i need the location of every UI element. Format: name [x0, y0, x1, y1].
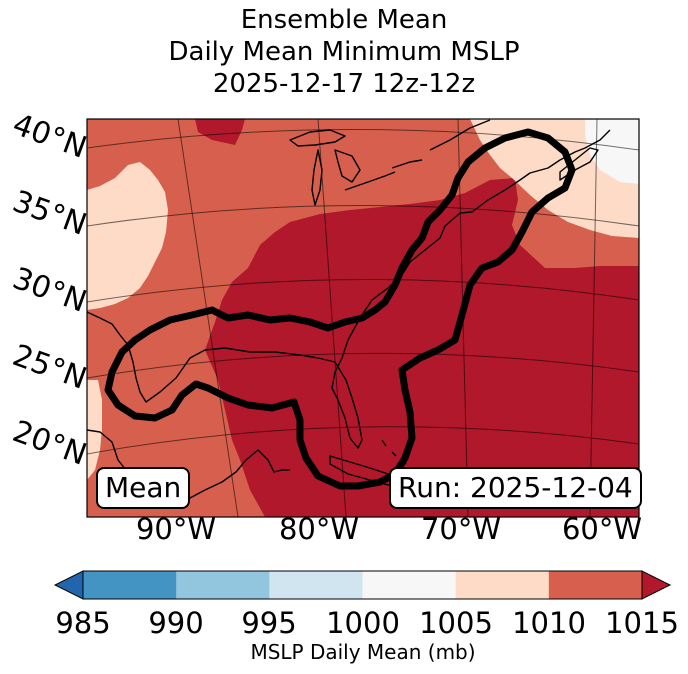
colorbar-segment-1005-1010: [455, 571, 550, 599]
colorbar-tick-985: 985: [55, 606, 111, 640]
colorbar-segment-1010-1015: [548, 571, 643, 599]
colorbar-tick-995: 995: [241, 606, 297, 640]
lon-label-80w: 80°W: [278, 512, 360, 546]
colorbar-segment-985-990: [83, 571, 177, 599]
run-date-badge: Run: 2025-12-04: [389, 467, 642, 509]
map-frame: [86, 118, 640, 518]
colorbar-segment-990-995: [176, 571, 270, 599]
coastline-great-lakes-michigan: [311, 149, 323, 206]
meridian-80w: [317, 119, 347, 517]
colorbar-tick-990: 990: [148, 606, 204, 640]
mslp-field-over-1015-corner: [195, 119, 245, 145]
title-line-1: Ensemble Mean: [240, 5, 448, 35]
colorbar-label: MSLP Daily Mean (mb): [250, 640, 476, 664]
parallel-20n: [87, 426, 639, 455]
meridian-90w: [177, 119, 239, 517]
mslp-contour-line: [104, 128, 576, 490]
coastline-gulf-atlantic: [87, 129, 611, 449]
colorbar-tick-1000: 1000: [326, 606, 400, 640]
coastlines: [87, 119, 611, 506]
parallel-25n: [87, 352, 639, 379]
colorbar-tick-1015: 1015: [605, 606, 679, 640]
colorbar-tick-1005: 1005: [419, 606, 493, 640]
coastline-great-lakes-huron: [334, 149, 361, 183]
mean-badge: Mean: [96, 467, 191, 509]
colorbar-over-arrow: [641, 570, 672, 600]
lon-label-60w: 60°W: [561, 512, 643, 546]
coastline-st-lawrence: [429, 119, 491, 151]
lon-label-70w: 70°W: [420, 512, 502, 546]
colorbar: [53, 570, 672, 600]
parallel-40n: [87, 129, 639, 151]
mslp-field-1005-1010-west: [87, 162, 168, 310]
colorbar-segment-995-1000: [269, 571, 363, 599]
colorbar-segment-1000-1005: [362, 571, 457, 599]
coastline-great-lakes-erie-ontario: [344, 159, 423, 191]
lon-label-90w: 90°W: [135, 512, 217, 546]
parallel-30n: [87, 279, 639, 303]
coastline-great-lakes-superior: [289, 129, 346, 147]
meridian-60w: [589, 119, 598, 517]
colorbar-tick-1010: 1010: [512, 606, 586, 640]
colorbar-under-arrow: [53, 570, 84, 600]
map-area: [87, 119, 639, 517]
coastline-nova-scotia: [559, 147, 599, 181]
title-line-3: 2025-12-17 12z-12z: [212, 69, 476, 99]
mslp-field-1000-1005-ne: [585, 119, 639, 184]
parallel-35n: [87, 205, 639, 227]
chart-title: Ensemble Mean Daily Mean Minimum MSLP 20…: [0, 4, 688, 100]
mslp-field-1005-1010-sw: [87, 380, 102, 480]
colorbar-segments: [83, 571, 643, 599]
colorbar-outline: [82, 570, 643, 600]
title-line-2: Daily Mean Minimum MSLP: [168, 37, 520, 67]
